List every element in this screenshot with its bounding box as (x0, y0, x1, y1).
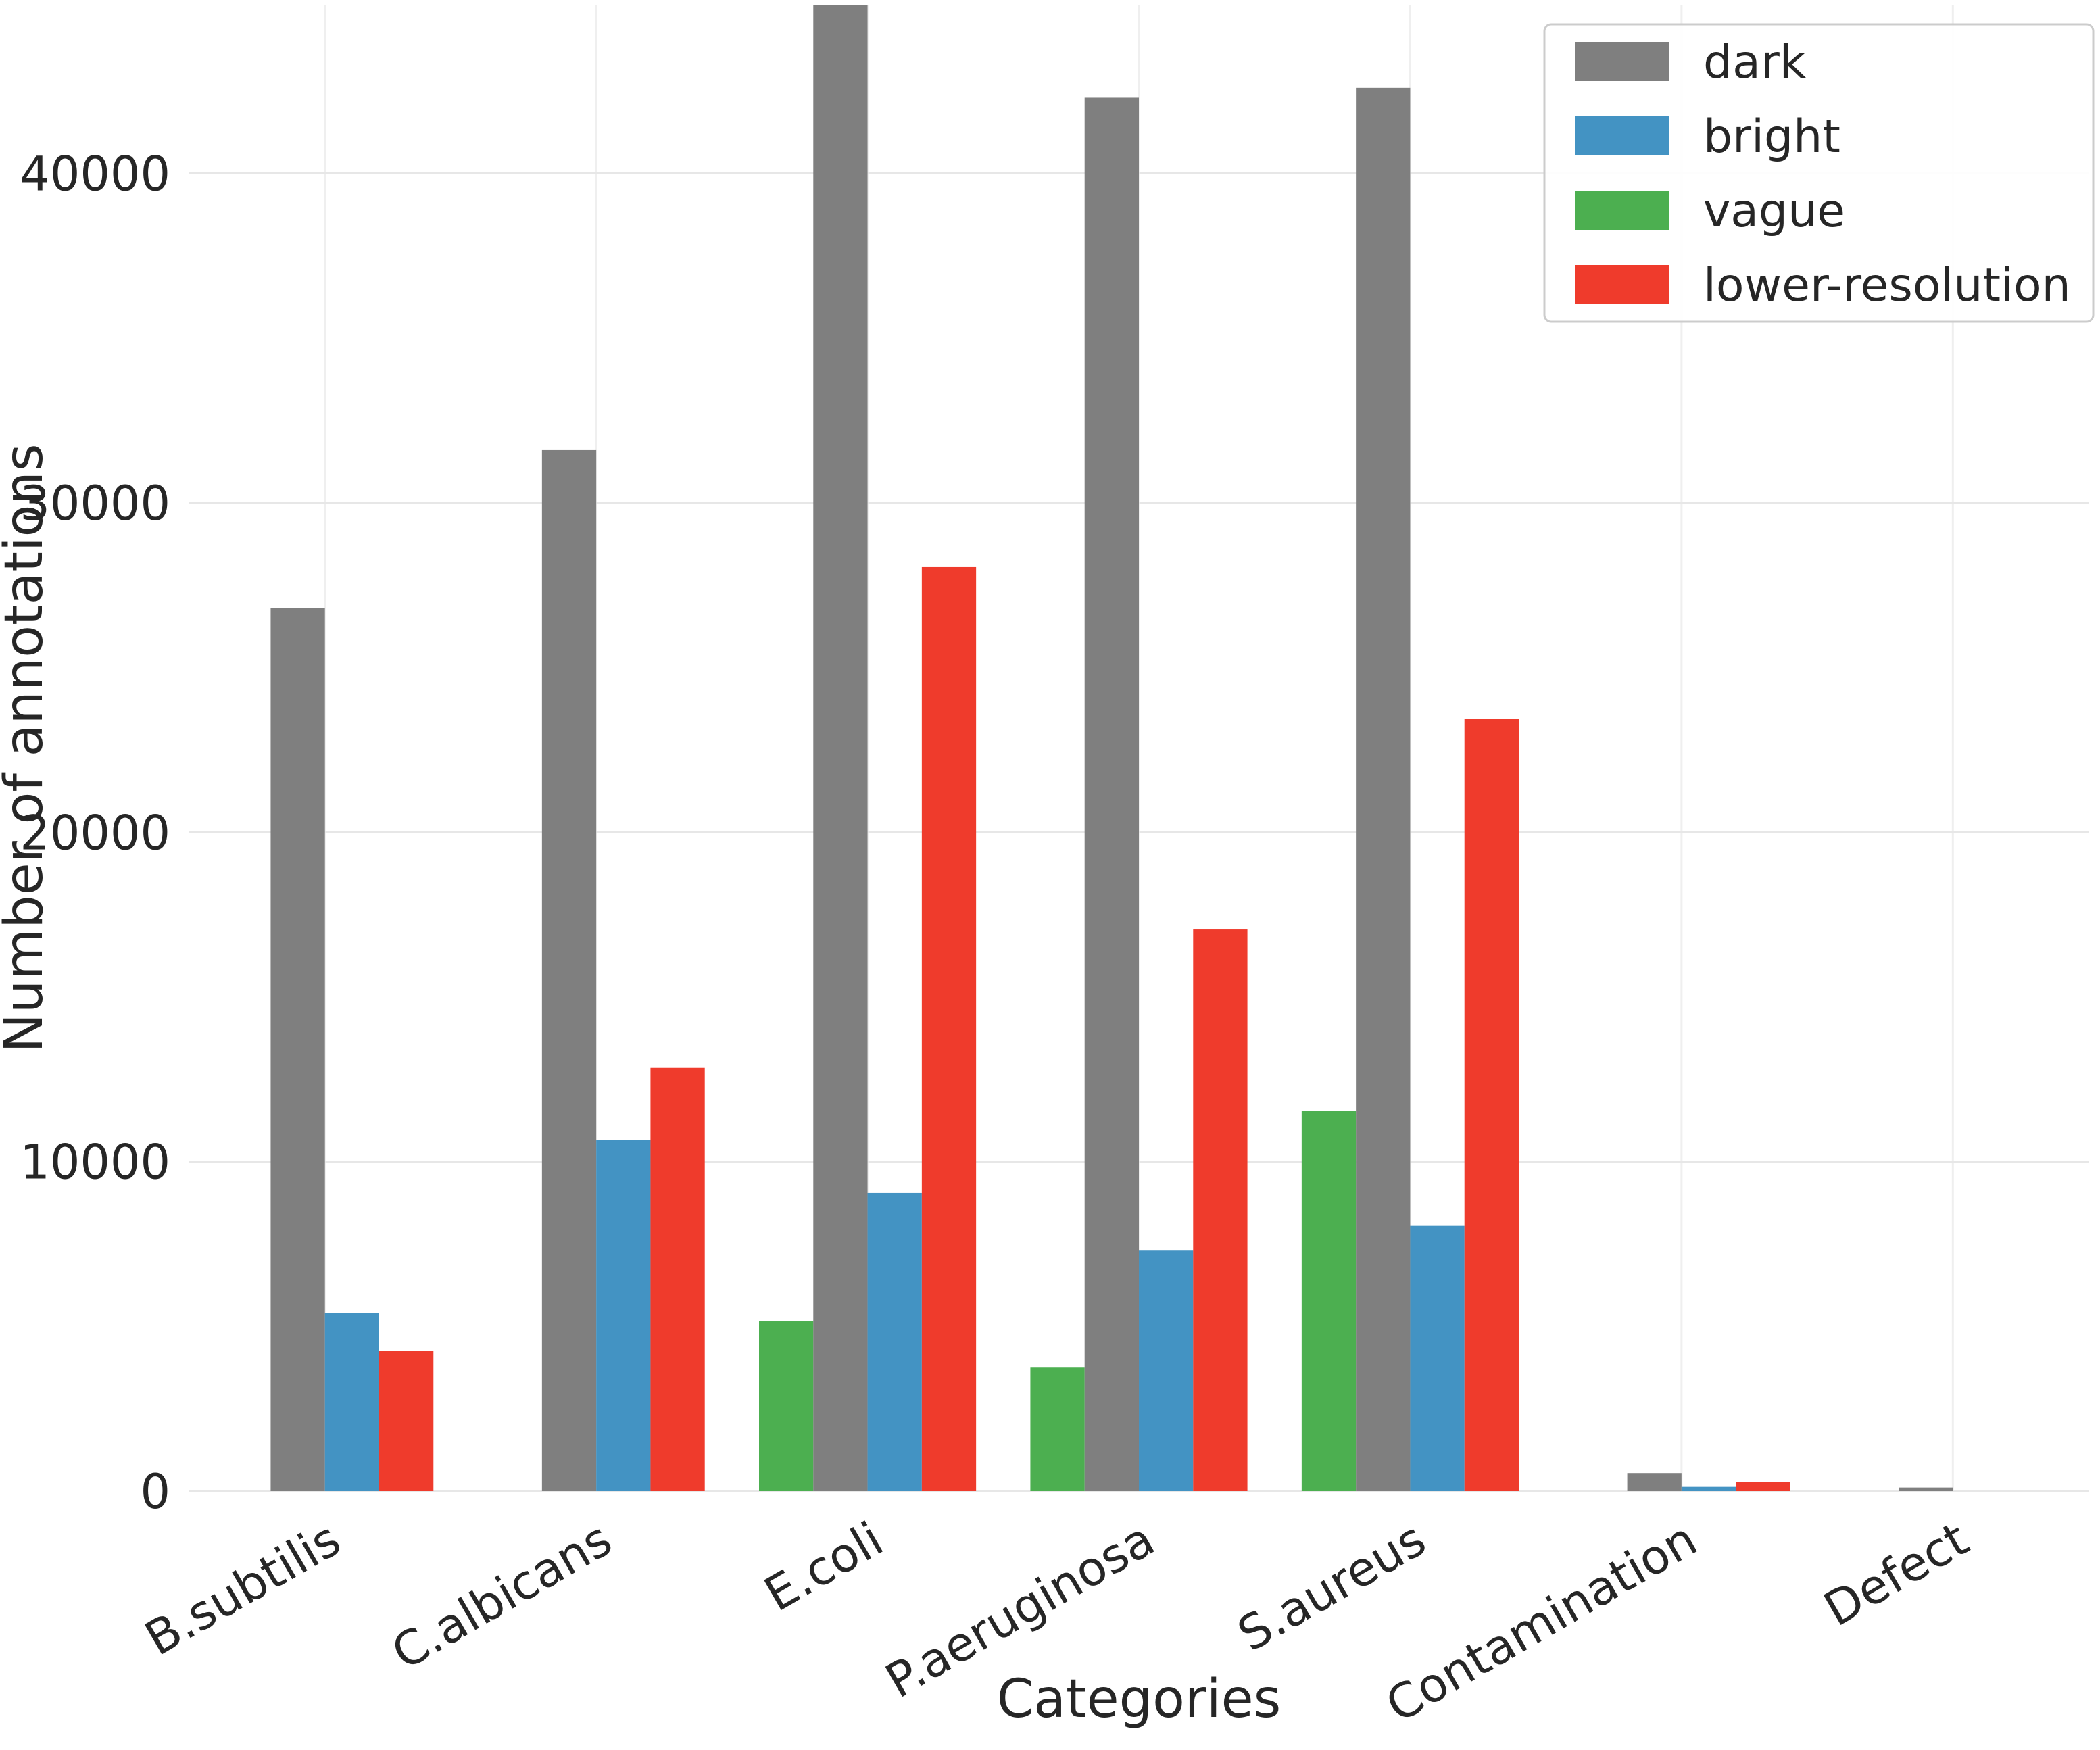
bar-bright-P.aeruginosa (1139, 1250, 1194, 1491)
legend-label-lower-resolution: lower-resolution (1703, 259, 2071, 312)
bar-dark-C.albicans (541, 449, 597, 1491)
x-tick-label-Defect: Defect (1815, 1511, 1978, 1637)
x-axis-label: Categories (997, 1669, 1281, 1730)
x-tick-label-S.aureus: S.aureus (1229, 1511, 1435, 1663)
y-axis-tick-labels: 0 10000 20000 30000 40000 (20, 147, 170, 1520)
bar-lower-resolution-Contamination (1736, 1482, 1790, 1491)
bar-dark-Contamination (1627, 1473, 1682, 1491)
legend-swatch-bright (1575, 116, 1669, 155)
bar-vague-P.aeruginosa (1030, 1367, 1085, 1491)
y-tick-label-30000: 30000 (20, 476, 170, 531)
legend-label-vague: vague (1703, 185, 1845, 238)
y-axis-label: Number of annotations (0, 444, 55, 1053)
y-tick-label-10000: 10000 (20, 1135, 170, 1190)
legend-swatch-dark (1575, 42, 1669, 81)
bar-dark-E.coli (813, 5, 868, 1491)
bar-lower-resolution-S.aureus (1464, 719, 1519, 1491)
legend-label-bright: bright (1703, 110, 1840, 164)
x-tick-label-E.coli: E.coli (755, 1511, 892, 1622)
y-tick-label-40000: 40000 (20, 147, 170, 202)
legend-item-bright: bright (1575, 110, 1840, 164)
bar-vague-E.coli (759, 1321, 814, 1491)
legend-swatch-lower-resolution (1575, 265, 1669, 304)
bar-bright-B.subtilis (324, 1313, 379, 1491)
y-tick-label-0: 0 (140, 1464, 170, 1520)
bar-bright-E.coli (867, 1192, 922, 1491)
bar-lower-resolution-C.albicans (650, 1067, 705, 1491)
bar-dark-Defect (1899, 1487, 1953, 1491)
bar-bright-C.albicans (596, 1140, 651, 1491)
legend-swatch-vague (1575, 191, 1669, 230)
bar-lower-resolution-E.coli (921, 566, 977, 1492)
bar-bright-S.aureus (1410, 1225, 1465, 1491)
bar-dark-S.aureus (1356, 87, 1411, 1492)
legend-item-dark: dark (1575, 36, 1807, 89)
bar-lower-resolution-B.subtilis (379, 1351, 434, 1491)
legend-box (1543, 23, 2095, 323)
bars (270, 5, 1953, 1492)
bar-lower-resolution-P.aeruginosa (1193, 929, 1248, 1491)
bar-vague-S.aureus (1301, 1111, 1357, 1491)
legend-item-lower-resolution: lower-resolution (1575, 259, 2071, 312)
x-tick-label-C.albicans: C.albicans (383, 1511, 620, 1681)
legend-item-vague: vague (1575, 185, 1845, 238)
legend: dark bright vague lower-resolution (1543, 23, 2095, 323)
bar-dark-P.aeruginosa (1084, 97, 1139, 1492)
bar-bright-Contamination (1681, 1486, 1736, 1491)
bar-dark-B.subtilis (270, 608, 325, 1492)
y-tick-label-20000: 20000 (20, 805, 170, 860)
x-tick-label-B.subtilis: B.subtilis (136, 1511, 349, 1667)
legend-label-dark: dark (1703, 36, 1807, 89)
